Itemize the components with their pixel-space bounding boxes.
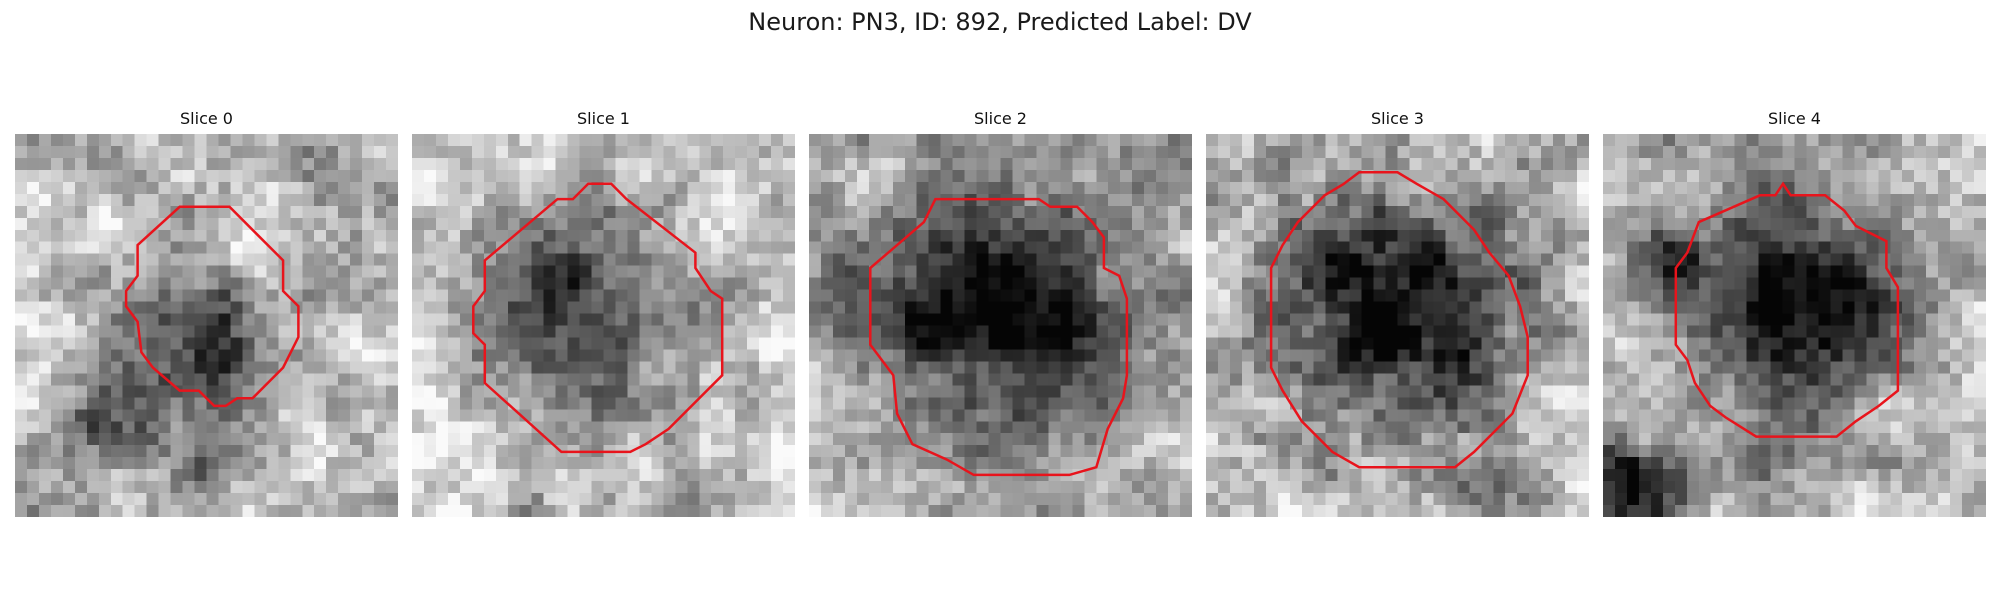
slice-panel-1: Slice 1: [412, 108, 795, 517]
slice-panel-2: Slice 2: [809, 108, 1192, 517]
slice-image-4: [1603, 134, 1986, 517]
slice-title-3: Slice 3: [1371, 109, 1424, 128]
slice-panel-4: Slice 4: [1603, 108, 1986, 517]
slice-title-1: Slice 1: [577, 109, 630, 128]
roi-contour-1: [472, 182, 724, 454]
roi-contour-4: [1674, 181, 1900, 438]
slice-panel-3: Slice 3: [1206, 108, 1589, 517]
figure-title: Neuron: PN3, ID: 892, Predicted Label: D…: [748, 8, 1252, 36]
slice-image-3: [1206, 134, 1589, 517]
roi-contour-2: [869, 197, 1129, 477]
slice-image-2: [809, 134, 1192, 517]
slice-image-0: [15, 134, 398, 517]
slice-title-2: Slice 2: [974, 109, 1027, 128]
slice-title-0: Slice 0: [180, 109, 233, 128]
slice-image-1: [412, 134, 795, 517]
slice-title-4: Slice 4: [1768, 109, 1821, 128]
roi-contour-3: [1269, 171, 1529, 469]
slice-panel-0: Slice 0: [15, 108, 398, 517]
roi-contour-0: [124, 205, 300, 408]
